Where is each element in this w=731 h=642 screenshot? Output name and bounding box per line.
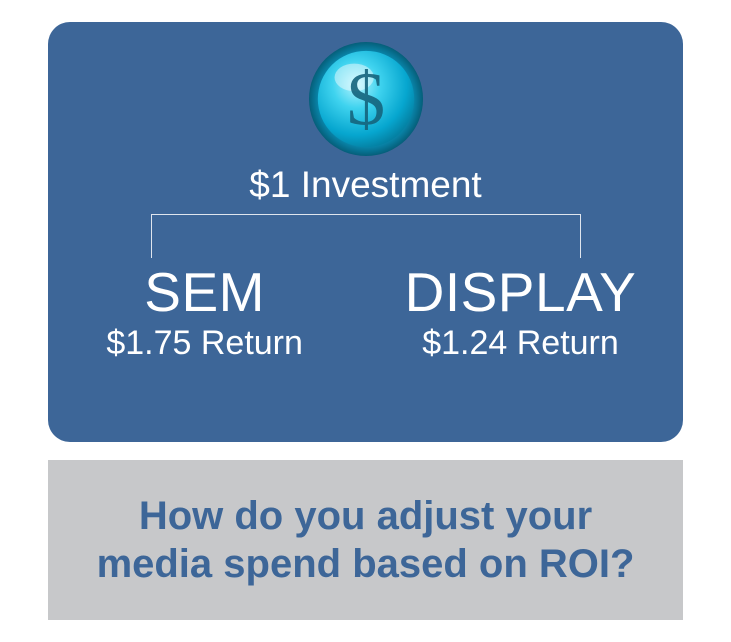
channel-title: DISPLAY [405,264,637,322]
question-text: How do you adjust your media spend based… [97,492,635,588]
dollar-coin-icon: $ [307,40,425,158]
channel-return: $1.75 Return [95,324,315,363]
question-line: media spend based on ROI? [97,542,635,586]
investment-label: $1 Investment [48,164,683,206]
channel-title: SEM [95,264,315,322]
roi-panel: $ $1 Investment SEM $1.75 Return DISPLAY… [48,22,683,442]
channel-columns: SEM $1.75 Return DISPLAY $1.24 Return [48,264,683,363]
svg-text:$: $ [346,57,384,142]
channel-return: $1.24 Return [405,324,637,363]
channel-sem: SEM $1.75 Return [95,264,315,363]
question-line: How do you adjust your [139,494,592,538]
split-bracket [151,214,581,258]
question-panel: How do you adjust your media spend based… [48,460,683,620]
channel-display: DISPLAY $1.24 Return [405,264,637,363]
